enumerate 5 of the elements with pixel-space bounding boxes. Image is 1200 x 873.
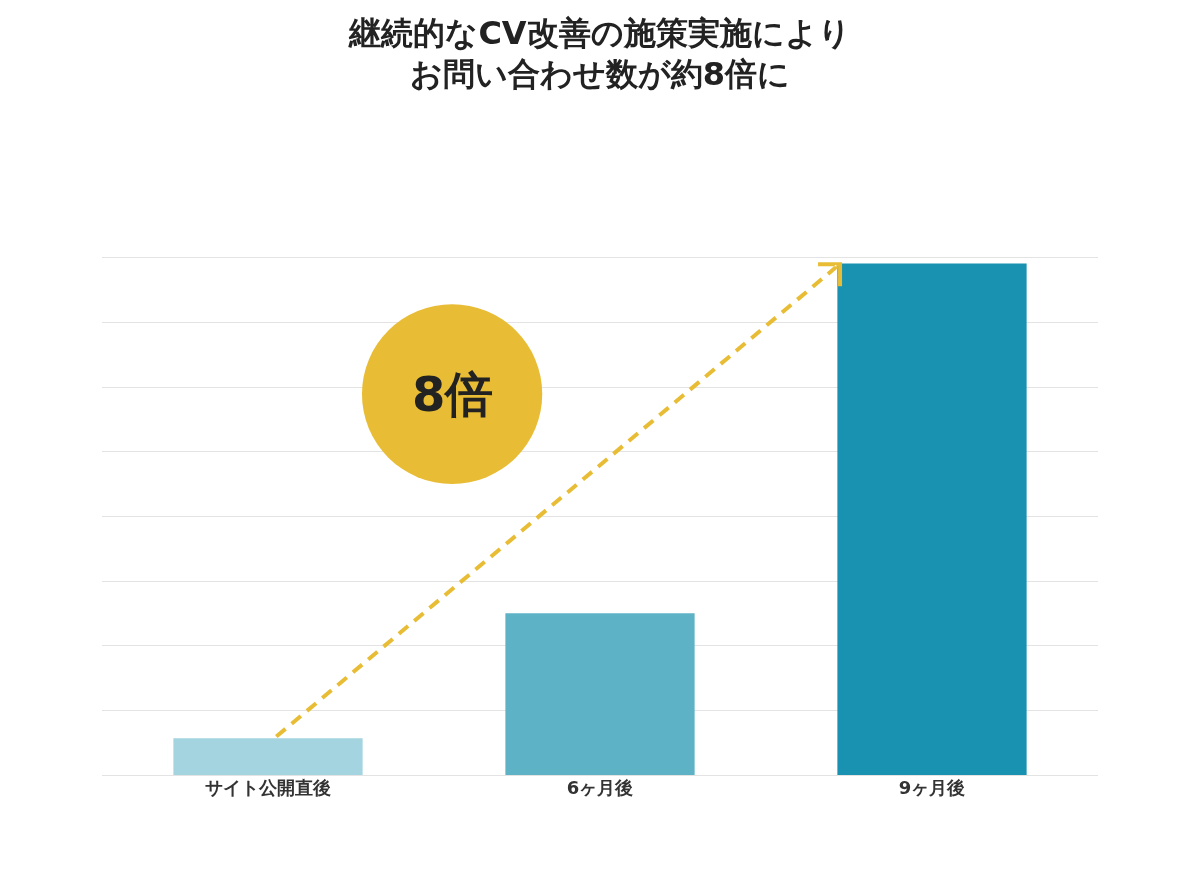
x-tick-label: サイト公開直後 <box>205 777 331 798</box>
x-tick-label: 6ヶ月後 <box>566 777 634 798</box>
x-tick-label: 9ヶ月後 <box>898 777 966 798</box>
chart-title: 継続的なCV改善の施策実施によりお問い合わせ数が約8倍に <box>348 13 851 94</box>
annotation: 8倍 <box>412 366 494 422</box>
